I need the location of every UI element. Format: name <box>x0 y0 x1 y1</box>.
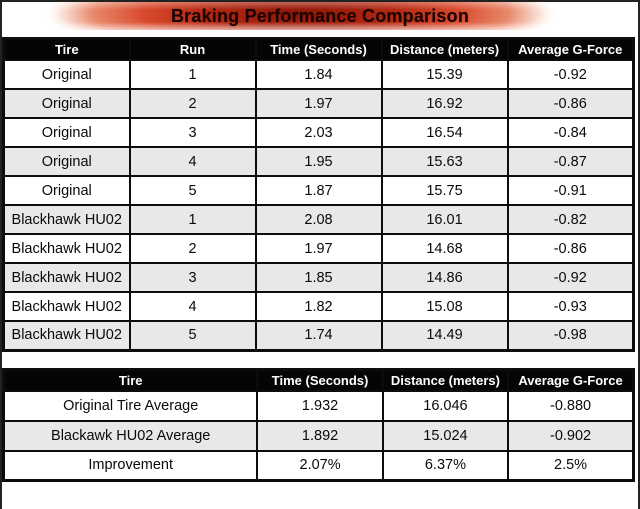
table-cell: 16.92 <box>380 88 509 119</box>
column-header: Average G-Force <box>507 368 635 392</box>
table-cell: 14.68 <box>380 233 509 264</box>
table-cell: Blackhawk HU02 <box>2 320 131 351</box>
table-row: Original 3 2.03 16.54 -0.84 <box>2 117 635 148</box>
table-cell: 15.75 <box>380 175 509 206</box>
table-cell: 16.046 <box>381 389 510 422</box>
table-cell: Blackhawk HU02 <box>2 233 131 264</box>
table-cell: 1.82 <box>254 291 383 322</box>
table-cell: 2.5% <box>507 449 635 482</box>
table-row: Original Tire Average 1.932 16.046 -0.880 <box>2 389 635 422</box>
table-cell: 15.63 <box>380 146 509 177</box>
table-cell: -0.84 <box>506 117 635 148</box>
table-cell: 1.97 <box>254 233 383 264</box>
table-cell: 1.932 <box>256 389 384 422</box>
table-cell: -0.86 <box>506 233 635 264</box>
table-cell: -0.87 <box>506 146 635 177</box>
table-row: Blackhawk HU02 3 1.85 14.86 -0.92 <box>2 262 635 293</box>
table-cell: -0.86 <box>506 88 635 119</box>
table-cell: 3 <box>128 262 257 293</box>
column-header: Average G-Force <box>506 37 635 61</box>
table-cell: 16.01 <box>380 204 509 235</box>
table-cell: Original <box>2 146 131 177</box>
table-cell: 15.39 <box>380 59 509 90</box>
table-cell: 2 <box>128 233 257 264</box>
table-cell: -0.98 <box>506 320 635 351</box>
column-header: Distance (meters) <box>381 368 510 392</box>
column-header: Time (Seconds) <box>256 368 384 392</box>
table-cell: -0.902 <box>507 419 635 452</box>
table-cell: 2.03 <box>254 117 383 148</box>
table-cell: 1.892 <box>256 419 384 452</box>
table-cell: 4 <box>128 146 257 177</box>
table-cell: Blackhawk HU02 <box>2 204 131 235</box>
table-cell: 15.08 <box>380 291 509 322</box>
table-cell: 14.86 <box>380 262 509 293</box>
table-cell: 1.97 <box>254 88 383 119</box>
table-cell: 2 <box>128 88 257 119</box>
table-cell: 3 <box>128 117 257 148</box>
column-header: Tire <box>2 368 259 392</box>
table-cell: Original <box>2 88 131 119</box>
table-cell: Blackawk HU02 Average <box>2 419 259 452</box>
table-cell: 1.84 <box>254 59 383 90</box>
table-cell: 1.87 <box>254 175 383 206</box>
table-cell: 14.49 <box>380 320 509 351</box>
table-row: Blackawk HU02 Average 1.892 15.024 -0.902 <box>2 419 635 452</box>
header-row: Tire Time (Seconds) Distance (meters) Avera… <box>2 368 635 392</box>
table-cell: 5 <box>128 175 257 206</box>
table-cell: -0.91 <box>506 175 635 206</box>
table-cell: Original <box>2 117 131 148</box>
table-cell: 2.07% <box>256 449 384 482</box>
table-cell: Blackhawk HU02 <box>2 262 131 293</box>
header-row: Tire Run Time (Seconds) Distance (meters) Av… <box>2 37 635 61</box>
table-row: Original 4 1.95 15.63 -0.87 <box>2 146 635 177</box>
table-row: Blackhawk HU02 1 2.08 16.01 -0.82 <box>2 204 635 235</box>
table-row: Blackhawk HU02 2 1.97 14.68 -0.86 <box>2 233 635 264</box>
column-header: Time (Seconds) <box>254 37 383 61</box>
table-cell: 1.85 <box>254 262 383 293</box>
table-cell: Original <box>2 59 131 90</box>
runs-table: Tire Run Time (Seconds) Distance (meters) Av… <box>2 37 635 352</box>
table-cell: Original <box>2 175 131 206</box>
column-header: Tire <box>2 37 131 61</box>
table-cell: 4 <box>128 291 257 322</box>
table-cell: -0.82 <box>506 204 635 235</box>
column-header: Run <box>128 37 257 61</box>
table-cell: -0.880 <box>507 389 635 422</box>
table-cell: Original Tire Average <box>2 389 259 422</box>
table-cell: -0.92 <box>506 262 635 293</box>
table-row: Blackhawk HU02 5 1.74 14.49 -0.98 <box>2 320 635 351</box>
table-cell: 1.95 <box>254 146 383 177</box>
table-cell: Improvement <box>2 449 259 482</box>
summary-table: Tire Time (Seconds) Distance (meters) Avera… <box>2 367 635 482</box>
table-cell: 16.54 <box>380 117 509 148</box>
column-header: Distance (meters) <box>380 37 509 61</box>
tables-gap <box>2 352 638 368</box>
table-cell: -0.92 <box>506 59 635 90</box>
table-cell: Blackhawk HU02 <box>2 291 131 322</box>
table-cell: 15.024 <box>381 419 510 452</box>
table-cell: 1 <box>128 204 257 235</box>
table-cell: 2.08 <box>254 204 383 235</box>
table-cell: 6.37% <box>381 449 510 482</box>
table-row: Original 2 1.97 16.92 -0.86 <box>2 88 635 119</box>
table-cell: -0.93 <box>506 291 635 322</box>
page-title: Braking Performance Comparison <box>170 5 470 26</box>
table-cell: 1 <box>128 59 257 90</box>
table-row: Original 5 1.87 15.75 -0.91 <box>2 175 635 206</box>
table-row: Blackhawk HU02 4 1.82 15.08 -0.93 <box>2 291 635 322</box>
table-row: Improvement 2.07% 6.37% 2.5% <box>2 449 635 482</box>
title-banner: Braking Performance Comparison <box>2 2 638 30</box>
table-cell: 1.74 <box>254 320 383 351</box>
table-row: Original 1 1.84 15.39 -0.92 <box>2 59 635 90</box>
table-cell: 5 <box>128 320 257 351</box>
